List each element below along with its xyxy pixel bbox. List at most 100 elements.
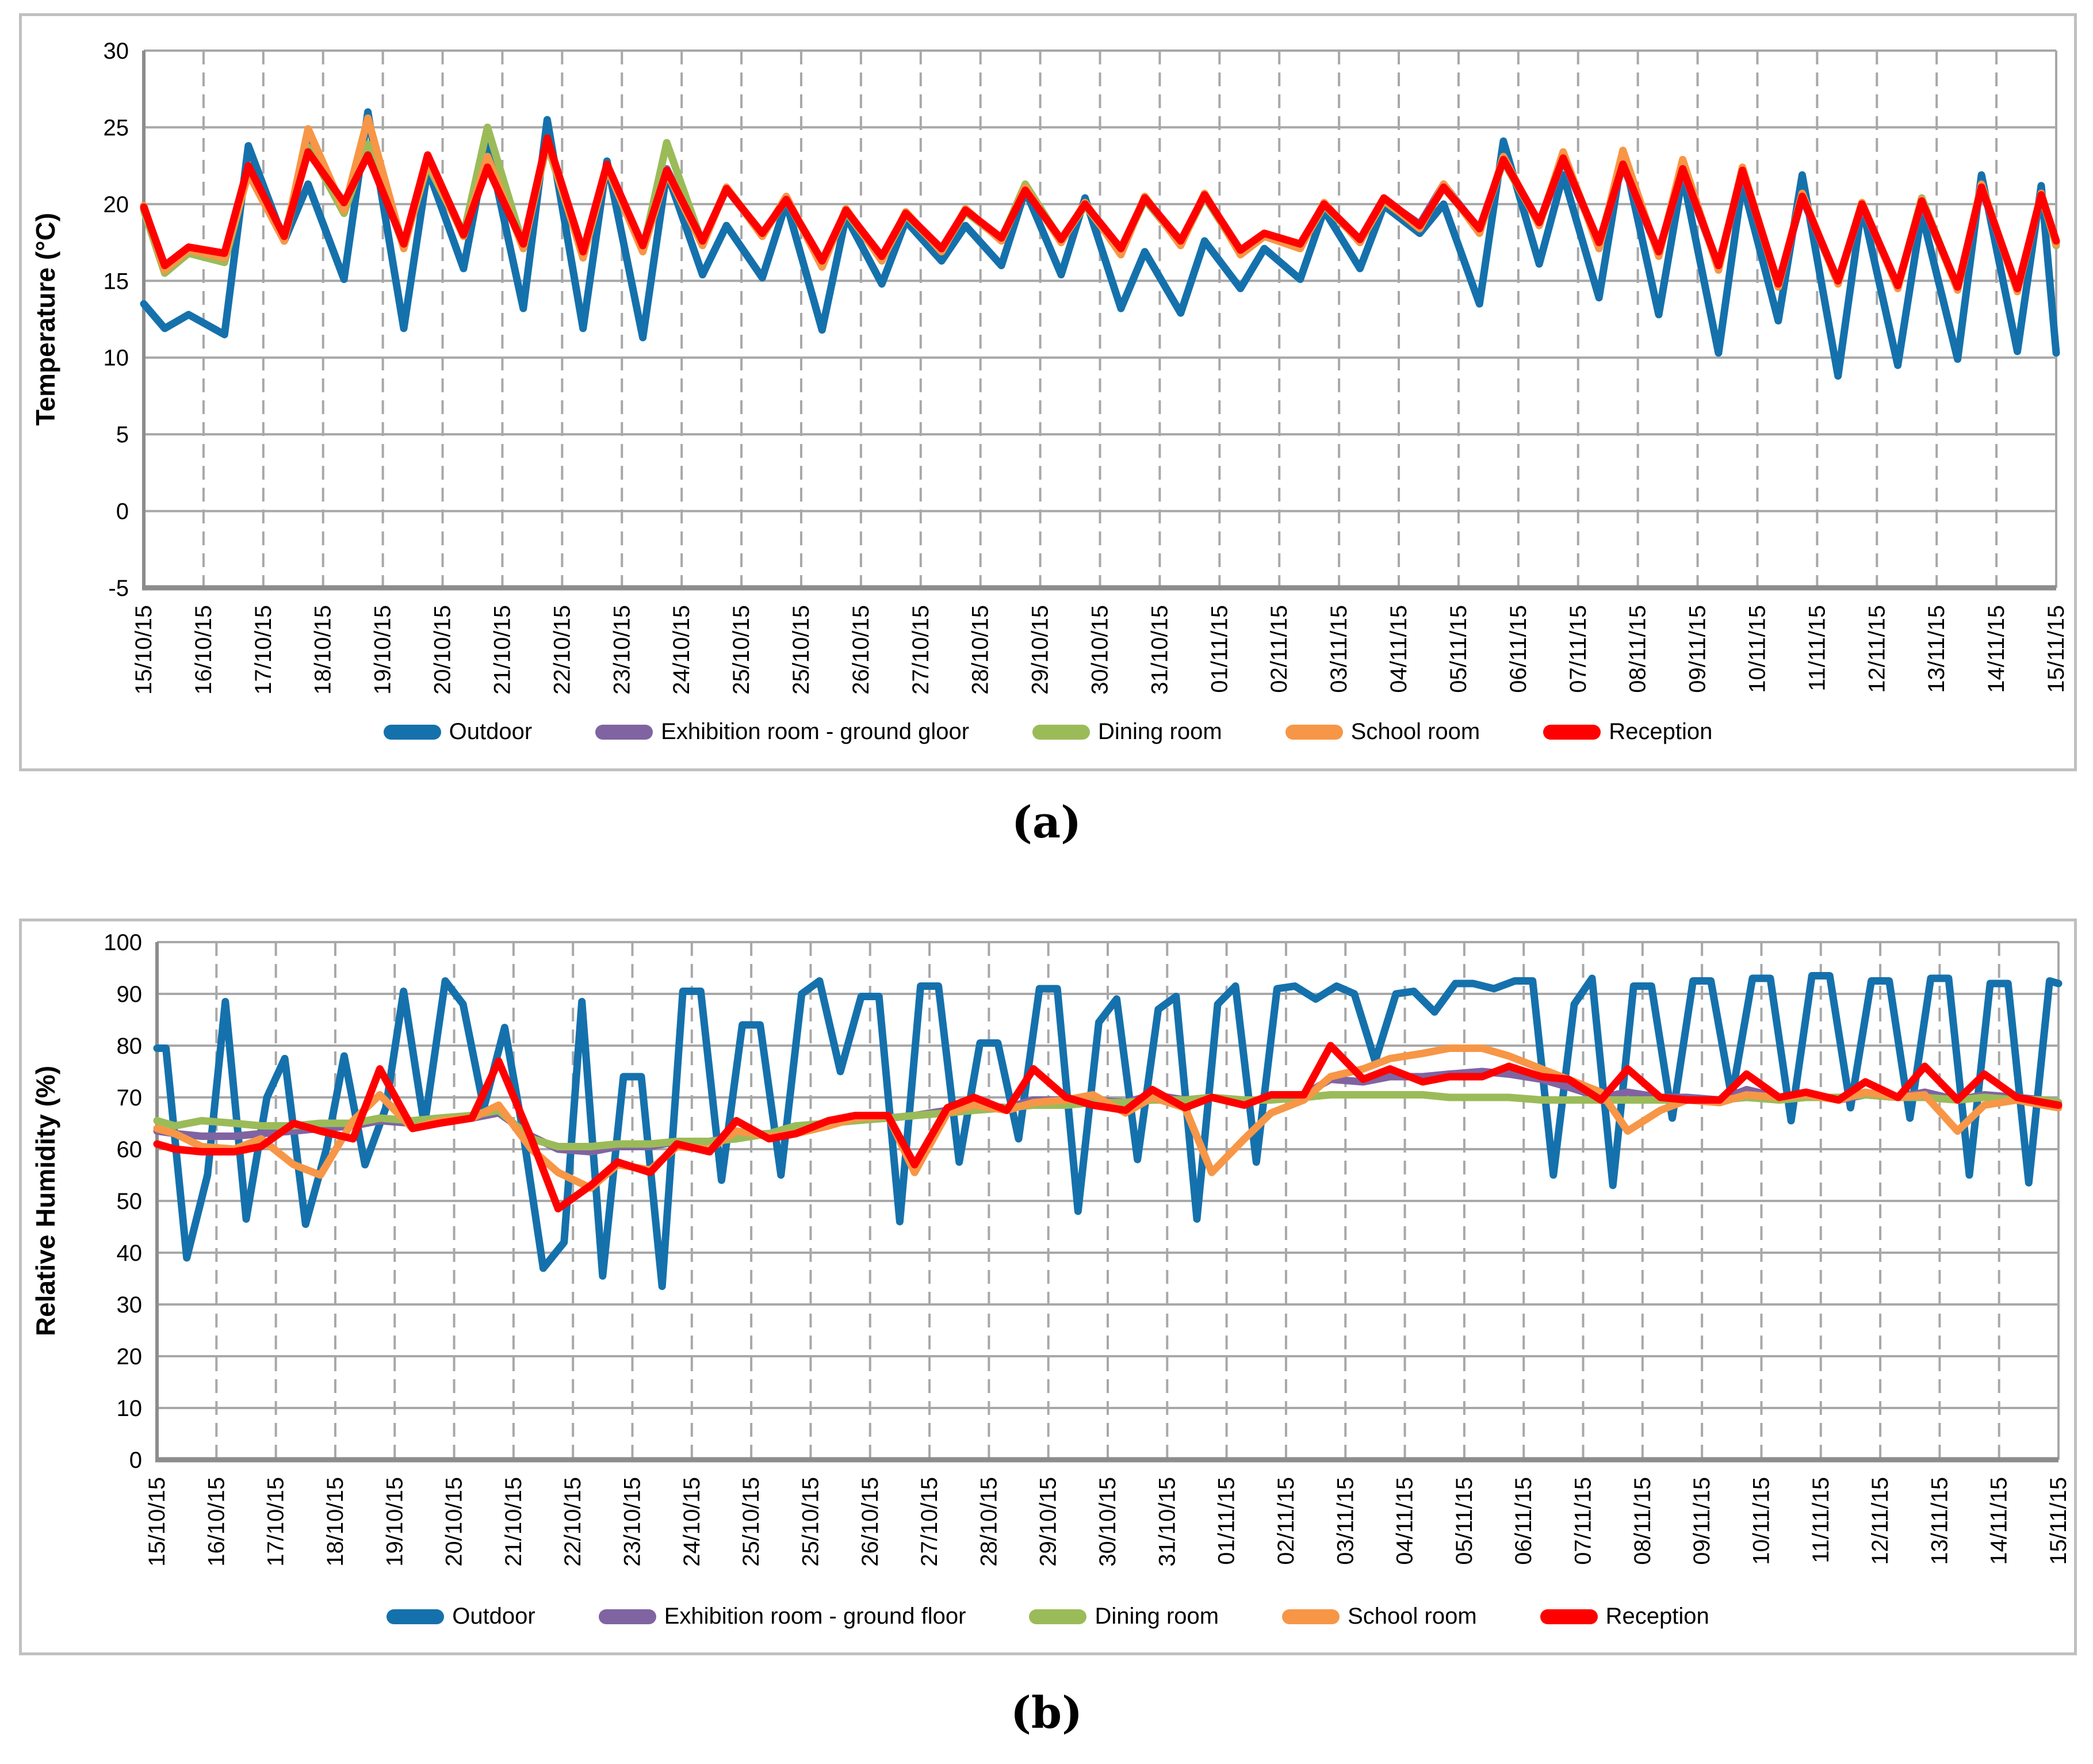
x-tick-label: 18/10/15: [323, 1477, 348, 1567]
x-tick-label: 28/10/15: [976, 1477, 1001, 1567]
y-tick-label: 10: [104, 346, 129, 371]
x-tick-label: 10/11/15: [1744, 605, 1770, 693]
legend-label-exhibition-room: Exhibition room - ground gloor: [661, 719, 970, 744]
x-tick-label: 30/10/15: [1088, 605, 1113, 695]
x-tick-label: 22/10/15: [549, 605, 575, 695]
legend-marker-dining-room: [1029, 1609, 1087, 1624]
x-tick-label: 03/11/15: [1326, 605, 1352, 693]
legend-marker-school-room: [1285, 724, 1343, 740]
y-tick-label: 0: [116, 499, 129, 525]
x-tick-label: 20/10/15: [442, 1477, 467, 1567]
temperature-chart: 30 25 20 15 10 5 0 -515/10/15 16/10/15 17/10/15 18…: [104, 39, 2069, 695]
y-tick-label: 10: [117, 1396, 143, 1421]
x-tick-label: 09/11/15: [1685, 605, 1711, 693]
x-tick-label: 17/10/15: [263, 1477, 289, 1567]
y-tick-label: 100: [104, 930, 142, 955]
legend-item-outdoor: Outdoor: [387, 1604, 535, 1629]
x-tick-label: 23/10/15: [620, 1477, 645, 1567]
y-tick-label: 40: [117, 1241, 143, 1266]
x-tick-label: 04/11/15: [1392, 1477, 1418, 1565]
legend-item-school-room: School room: [1285, 719, 1480, 745]
legend-temperature: Outdoor Exhibition room - ground gloor D…: [22, 719, 2074, 745]
x-tick-label: 16/10/15: [191, 605, 216, 695]
x-tick-label: 14/11/15: [1987, 1477, 2012, 1565]
y-tick-label: 5: [116, 422, 129, 447]
y-tick-label: -5: [108, 576, 129, 601]
caption-a: (a): [1011, 797, 1082, 848]
x-tick-label: 25/10/15: [729, 605, 754, 695]
legend-label-reception: Reception: [1605, 1604, 1709, 1629]
humidity-chart-panel: 100 90 80 70 60 50 40 30 20 10 0 15/10/15 16/10/15 17…: [19, 919, 2077, 1655]
legend-marker-reception: [1543, 724, 1601, 740]
x-tick-label: 27/10/15: [917, 1477, 942, 1567]
y-tick-label: 30: [104, 39, 129, 64]
x-tick-label: 05/11/15: [1446, 605, 1471, 693]
legend-item-dining-room: Dining room: [1032, 719, 1222, 745]
x-tick-label: 19/10/15: [370, 605, 396, 695]
series-line-outdoor: [140, 108, 2060, 380]
x-tick-label: 16/10/15: [204, 1477, 229, 1567]
x-tick-label: 08/11/15: [1625, 605, 1651, 693]
x-tick-label: 27/10/15: [908, 605, 933, 695]
x-tick-label: 26/10/15: [858, 1477, 883, 1567]
y-tick-label: 20: [117, 1344, 143, 1369]
legend-label-school-room: School room: [1348, 1604, 1477, 1629]
legend-label-dining-room: Dining room: [1098, 719, 1222, 744]
x-tick-label: 13/11/15: [1927, 1477, 1952, 1565]
x-tick-label: 15/10/15: [144, 1477, 170, 1567]
x-tick-label: 25/10/15: [789, 605, 814, 695]
legend-item-outdoor: Outdoor: [383, 719, 533, 745]
x-tick-label: 30/10/15: [1095, 1477, 1120, 1567]
x-tick-label: 23/10/15: [609, 605, 634, 695]
y-tick-label: 15: [104, 269, 129, 294]
x-tick-label: 24/10/15: [679, 1477, 705, 1567]
x-tick-label: 11/11/15: [1808, 1477, 1834, 1563]
legend-label-reception: Reception: [1609, 719, 1713, 744]
y-tick-label: 70: [117, 1085, 143, 1111]
x-tick-label: 07/11/15: [1566, 605, 1591, 693]
x-tick-label: 29/10/15: [1036, 1477, 1061, 1567]
series-line-reception: [153, 1042, 2063, 1212]
legend-marker-exhibition-room: [598, 1609, 656, 1624]
x-tick-label: 21/10/15: [501, 1477, 526, 1567]
legend-marker-school-room: [1282, 1609, 1340, 1624]
legend-label-outdoor: Outdoor: [449, 719, 533, 744]
y-axis-title-humidity: Relative Humidity (%): [30, 1065, 60, 1337]
legend-item-exhibition-room: Exhibition room - ground gloor: [595, 719, 969, 745]
y-tick-label: 30: [117, 1292, 143, 1318]
series-line-reception: [140, 134, 2060, 293]
legend-marker-outdoor: [383, 724, 441, 740]
temperature-chart-panel: 30 25 20 15 10 5 0 -5 15/10/15 16/10/15 17/10/15 18…: [19, 13, 2077, 771]
legend-item-school-room: School room: [1282, 1604, 1477, 1629]
x-tick-label: 25/10/15: [798, 1477, 823, 1567]
x-tick-label: 19/10/15: [382, 1477, 407, 1567]
x-tick-label: 13/11/15: [1924, 605, 1949, 693]
x-tick-label: 11/11/15: [1804, 605, 1830, 691]
y-tick-label: 0: [129, 1448, 142, 1473]
x-tick-label: 01/11/15: [1214, 1477, 1239, 1565]
y-axis-title-temperature: Temperature (°C): [30, 212, 60, 426]
y-tick-label: 20: [104, 192, 129, 217]
x-tick-label: 22/10/15: [560, 1477, 586, 1567]
x-tick-label: 25/10/15: [739, 1477, 764, 1567]
x-tick-label: 15/10/15: [131, 605, 156, 695]
y-tick-label: 90: [117, 982, 143, 1007]
x-tick-label: 31/10/15: [1154, 1477, 1180, 1567]
legend-item-dining-room: Dining room: [1029, 1604, 1219, 1629]
legend-label-exhibition-room: Exhibition room - ground floor: [664, 1604, 966, 1629]
x-tick-label: 10/11/15: [1748, 1477, 1774, 1565]
y-tick-label: 25: [104, 115, 129, 140]
legend-item-reception: Reception: [1540, 1604, 1709, 1629]
legend-marker-outdoor: [387, 1609, 445, 1624]
x-tick-label: 31/10/15: [1147, 605, 1172, 695]
x-tick-label: 20/10/15: [430, 605, 456, 695]
x-tick-label: 08/11/15: [1630, 1477, 1655, 1565]
x-tick-label: 09/11/15: [1689, 1477, 1715, 1565]
series-line-outdoor: [153, 972, 2063, 1290]
legend-humidity: Outdoor Exhibition room - ground floor D…: [22, 1604, 2074, 1629]
legend-marker-exhibition-room: [595, 724, 653, 740]
legend-item-reception: Reception: [1543, 719, 1712, 745]
x-tick-label: 26/10/15: [848, 605, 874, 695]
caption-b: (b): [1010, 1687, 1083, 1738]
